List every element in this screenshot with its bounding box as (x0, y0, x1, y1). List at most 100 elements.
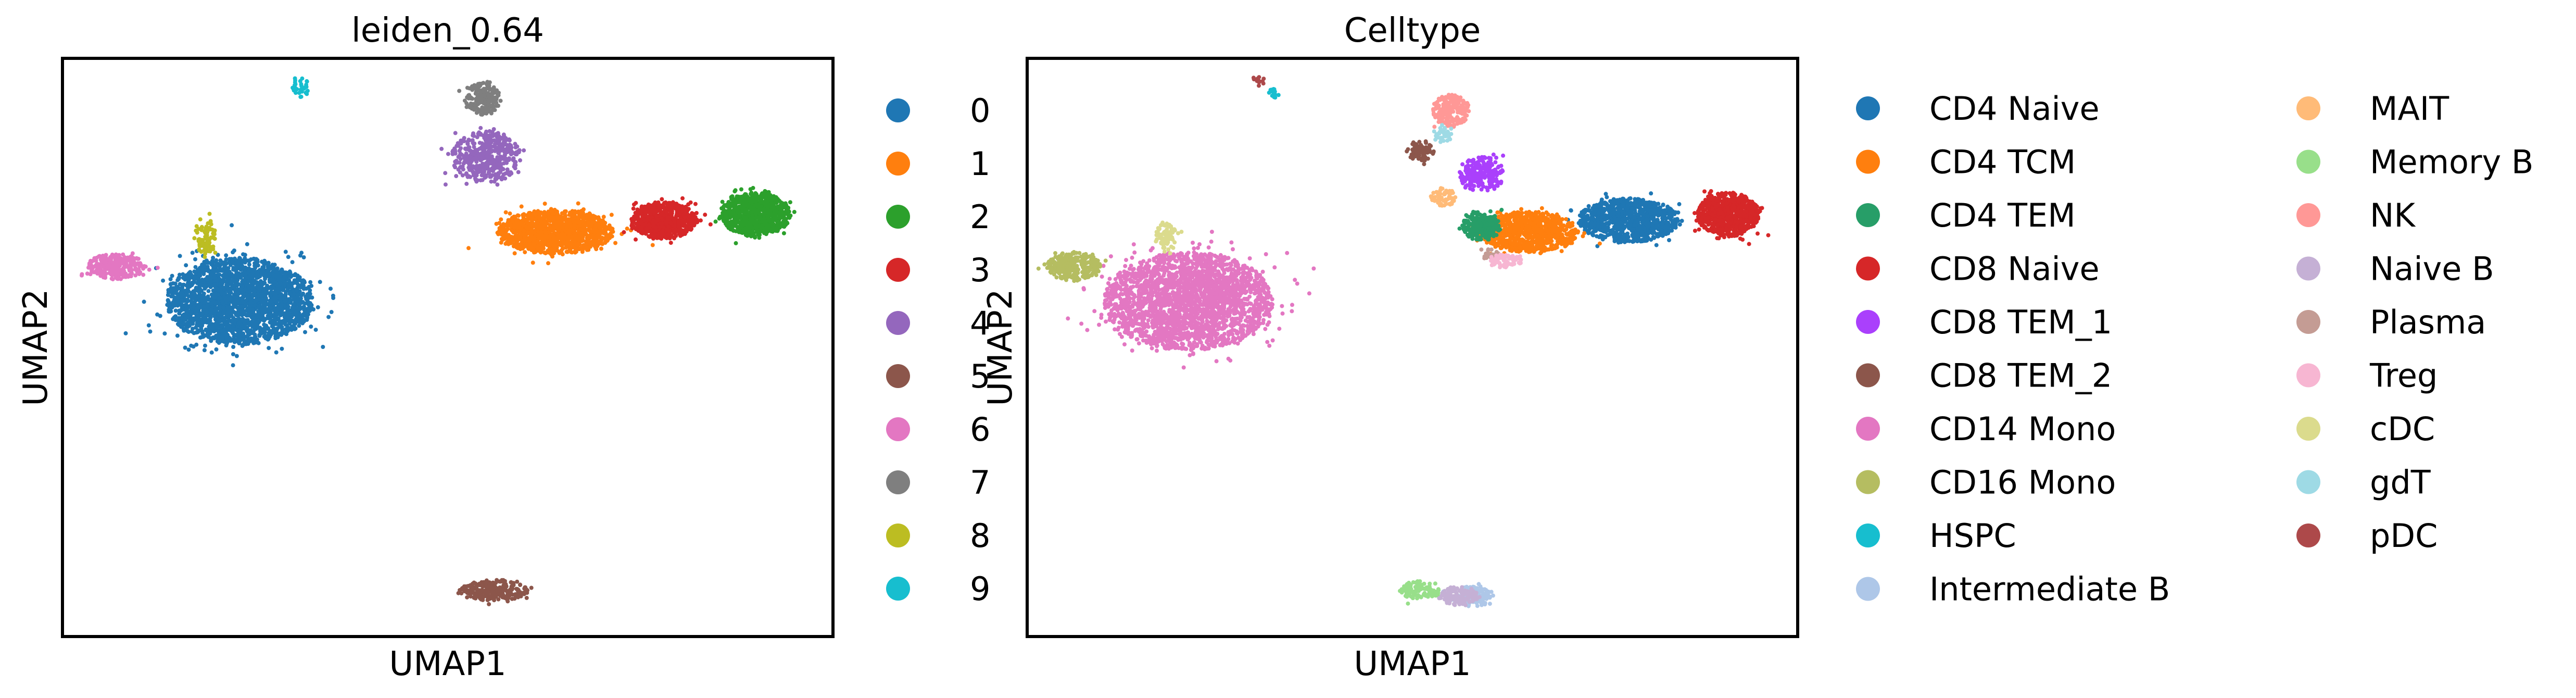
scatter-point (219, 325, 223, 329)
scatter-point (552, 248, 557, 253)
scatter-point (262, 280, 267, 285)
scatter-point (271, 320, 276, 325)
scatter-point (734, 221, 738, 226)
scatter-point (622, 230, 626, 234)
scatter-point (528, 235, 533, 240)
scatter-point (221, 305, 225, 310)
scatter-point (759, 198, 763, 202)
scatter-point (522, 213, 526, 218)
scatter-point (174, 295, 179, 300)
scatter-point (260, 286, 264, 291)
scatter-point (183, 317, 187, 321)
panel-title-leiden: leiden_0.64 (351, 11, 544, 50)
scatter-point (204, 258, 209, 263)
scatter-point (266, 260, 271, 265)
scatter-point (261, 302, 266, 307)
scatter-point (765, 228, 770, 233)
scatter-point (194, 342, 199, 347)
scatter-point (184, 263, 188, 268)
scatter-point (572, 222, 577, 226)
scatter-point (727, 202, 731, 207)
scatter-point (644, 214, 648, 218)
scatter-point (587, 211, 592, 216)
scatter-point (259, 294, 263, 299)
scatter-point (728, 215, 733, 220)
scatter-point (189, 311, 194, 315)
scatter-point (729, 197, 734, 202)
scatter-point (519, 204, 524, 209)
scatter-point (509, 234, 514, 239)
scatter-point (533, 225, 538, 229)
scatter-point (243, 256, 247, 260)
scatter-point (743, 202, 748, 207)
scatter-point (217, 272, 222, 277)
scatter-point (305, 315, 310, 320)
scatter-point (289, 273, 294, 278)
scatter-point (203, 343, 207, 348)
scatter-point (635, 207, 640, 212)
scatter-point (228, 296, 232, 301)
scatter-point (307, 295, 312, 300)
scatter-point (508, 211, 512, 216)
scatter-point (297, 323, 301, 328)
scatter-point (591, 216, 596, 220)
scatter-point (766, 202, 771, 207)
scatter-point (550, 254, 554, 259)
scatter-point (307, 291, 312, 295)
scatter-point (664, 210, 669, 215)
scatter-point (175, 333, 180, 338)
scatter-point (206, 289, 211, 293)
scatter-point (739, 187, 743, 192)
scatter-point (550, 233, 554, 238)
scatter-point (183, 345, 187, 350)
scatter-point (247, 269, 251, 273)
scatter-point (180, 323, 184, 328)
scatter-point (577, 247, 582, 252)
scatter-point (168, 309, 172, 314)
scatter-point (268, 305, 273, 309)
scatter-point (222, 310, 226, 315)
scatter-point (166, 293, 170, 297)
scatter-point (247, 284, 251, 289)
scatter-point (567, 232, 572, 236)
scatter-point (275, 272, 280, 277)
scatter-point (768, 219, 773, 224)
scatter-point (778, 203, 782, 208)
scatter-point (512, 225, 517, 230)
scatter-point (552, 218, 557, 222)
scatter-point (261, 317, 266, 321)
scatter-point (269, 264, 274, 268)
scatter-point (610, 228, 614, 232)
scatter-point (162, 331, 167, 336)
scatter-point (175, 322, 180, 327)
scatter-point (537, 214, 541, 218)
scatter-point (551, 222, 556, 227)
scatter-point (212, 314, 217, 319)
scatter-point (219, 314, 223, 318)
scatter-point (542, 240, 547, 245)
scatter-point (176, 316, 181, 320)
scatter-point (525, 230, 530, 235)
scatter-point (232, 327, 236, 332)
scatter-point (261, 266, 266, 271)
scatter-point (208, 315, 213, 319)
scatter-point (733, 189, 737, 194)
scatter-point (251, 280, 256, 284)
scatter-point (199, 297, 204, 302)
scatter-point (279, 312, 283, 317)
scatter-point (225, 326, 230, 330)
scatter-point (222, 317, 227, 321)
scatter-point (178, 254, 182, 258)
scatter-point (779, 221, 784, 226)
scatter-point (299, 316, 304, 320)
scatter-point (182, 275, 187, 280)
scatter-point (267, 346, 271, 351)
scatter-point (175, 300, 180, 304)
scatter-point (581, 216, 586, 221)
scatter-point (190, 316, 194, 321)
scatter-point (253, 292, 257, 296)
scatter-point (193, 292, 197, 297)
scatter-point (214, 347, 219, 352)
scatter-point (582, 213, 586, 217)
